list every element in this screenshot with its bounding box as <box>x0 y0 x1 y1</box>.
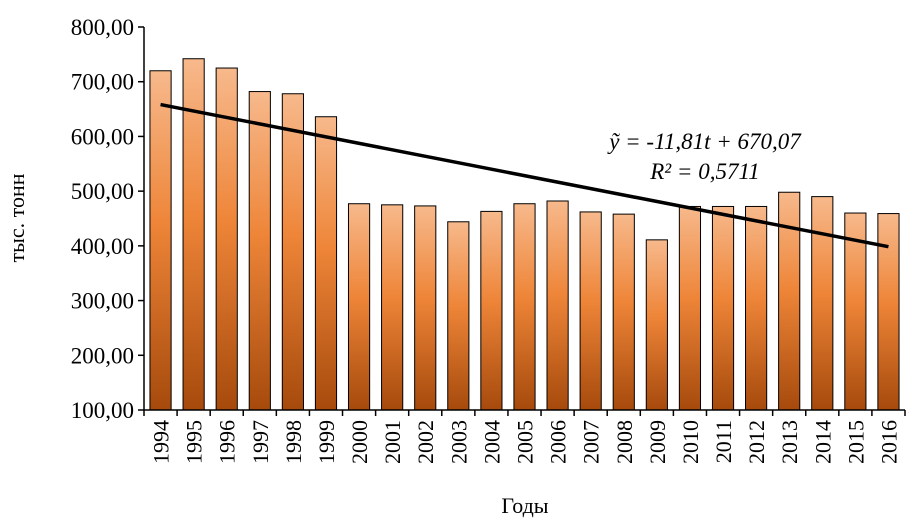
x-tick-label: 2008 <box>612 420 637 464</box>
x-tick-label: 2010 <box>678 420 703 464</box>
x-tick-label: 2016 <box>876 420 901 464</box>
bar-2006 <box>546 200 569 411</box>
x-tick-label: 2000 <box>347 420 372 464</box>
bar-1994 <box>149 70 172 411</box>
x-tick-label: 2004 <box>479 420 504 464</box>
y-ticks-group: 100,00 200,00 300,00 400,00 500,00 600,00 700,… <box>71 15 144 423</box>
x-tick-label: 2001 <box>380 420 405 464</box>
y-tick-label: 800,00 <box>71 15 134 40</box>
bar-2011 <box>711 205 735 411</box>
x-tick-label: 2015 <box>843 420 868 464</box>
x-tick-label: 1994 <box>149 420 174 464</box>
x-tick-label: 2006 <box>546 420 571 464</box>
bar-2008 <box>612 213 635 411</box>
trendline <box>160 102 889 249</box>
bar-2012 <box>745 205 768 411</box>
bar-2010 <box>678 205 702 411</box>
x-tick-label: 2014 <box>810 420 835 464</box>
bar-2014 <box>811 196 834 411</box>
bar-2007 <box>579 211 602 411</box>
bar-1998 <box>281 93 304 411</box>
bar-2004 <box>480 210 503 411</box>
trend-equation: ỹ = -11,81t + 670,07 <box>607 129 802 154</box>
y-tick-label: 300,00 <box>71 289 134 314</box>
x-axis-title: Годы <box>501 493 548 518</box>
y-tick-label: 600,00 <box>71 124 134 149</box>
bar-2002 <box>414 205 437 411</box>
x-tick-label: 2003 <box>446 420 471 464</box>
bar-1997 <box>248 91 271 411</box>
bar-2009 <box>645 239 668 411</box>
bar-2000 <box>347 203 371 411</box>
y-tick-label: 100,00 <box>71 398 134 423</box>
y-tick-label: 700,00 <box>71 70 134 95</box>
x-tick-label: 2013 <box>777 420 802 464</box>
y-tick-label: 200,00 <box>71 343 134 368</box>
bar-1999 <box>314 116 338 411</box>
x-tick-label: 2005 <box>513 420 538 464</box>
bar-2005 <box>513 203 536 411</box>
bar-2016 <box>877 213 900 411</box>
bar-2003 <box>447 221 470 411</box>
x-tick-label: 1997 <box>248 420 273 464</box>
x-tick-label: 1996 <box>215 420 240 464</box>
x-tick-label: 2011 <box>711 420 736 463</box>
y-axis-title: тыс. тонн <box>4 173 29 262</box>
y-tick-label: 400,00 <box>71 234 134 259</box>
x-tick-label: 2012 <box>744 420 769 464</box>
trend-r-squared: R² = 0,5711 <box>649 159 760 184</box>
y-tick-label: 500,00 <box>71 179 134 204</box>
x-ticks-group: 1994 1995 1996 1997 1998 1999 2000 2001 2002 2003… <box>143 410 906 464</box>
x-tick-label: 1999 <box>314 420 339 464</box>
x-tick-label: 1995 <box>182 420 207 464</box>
x-tick-label: 2009 <box>645 420 670 464</box>
bar-2001 <box>381 204 404 411</box>
x-tick-label: 2002 <box>413 420 438 464</box>
x-tick-label: 1998 <box>281 420 306 464</box>
x-tick-label: 2007 <box>579 420 604 464</box>
bars-group <box>149 58 900 411</box>
